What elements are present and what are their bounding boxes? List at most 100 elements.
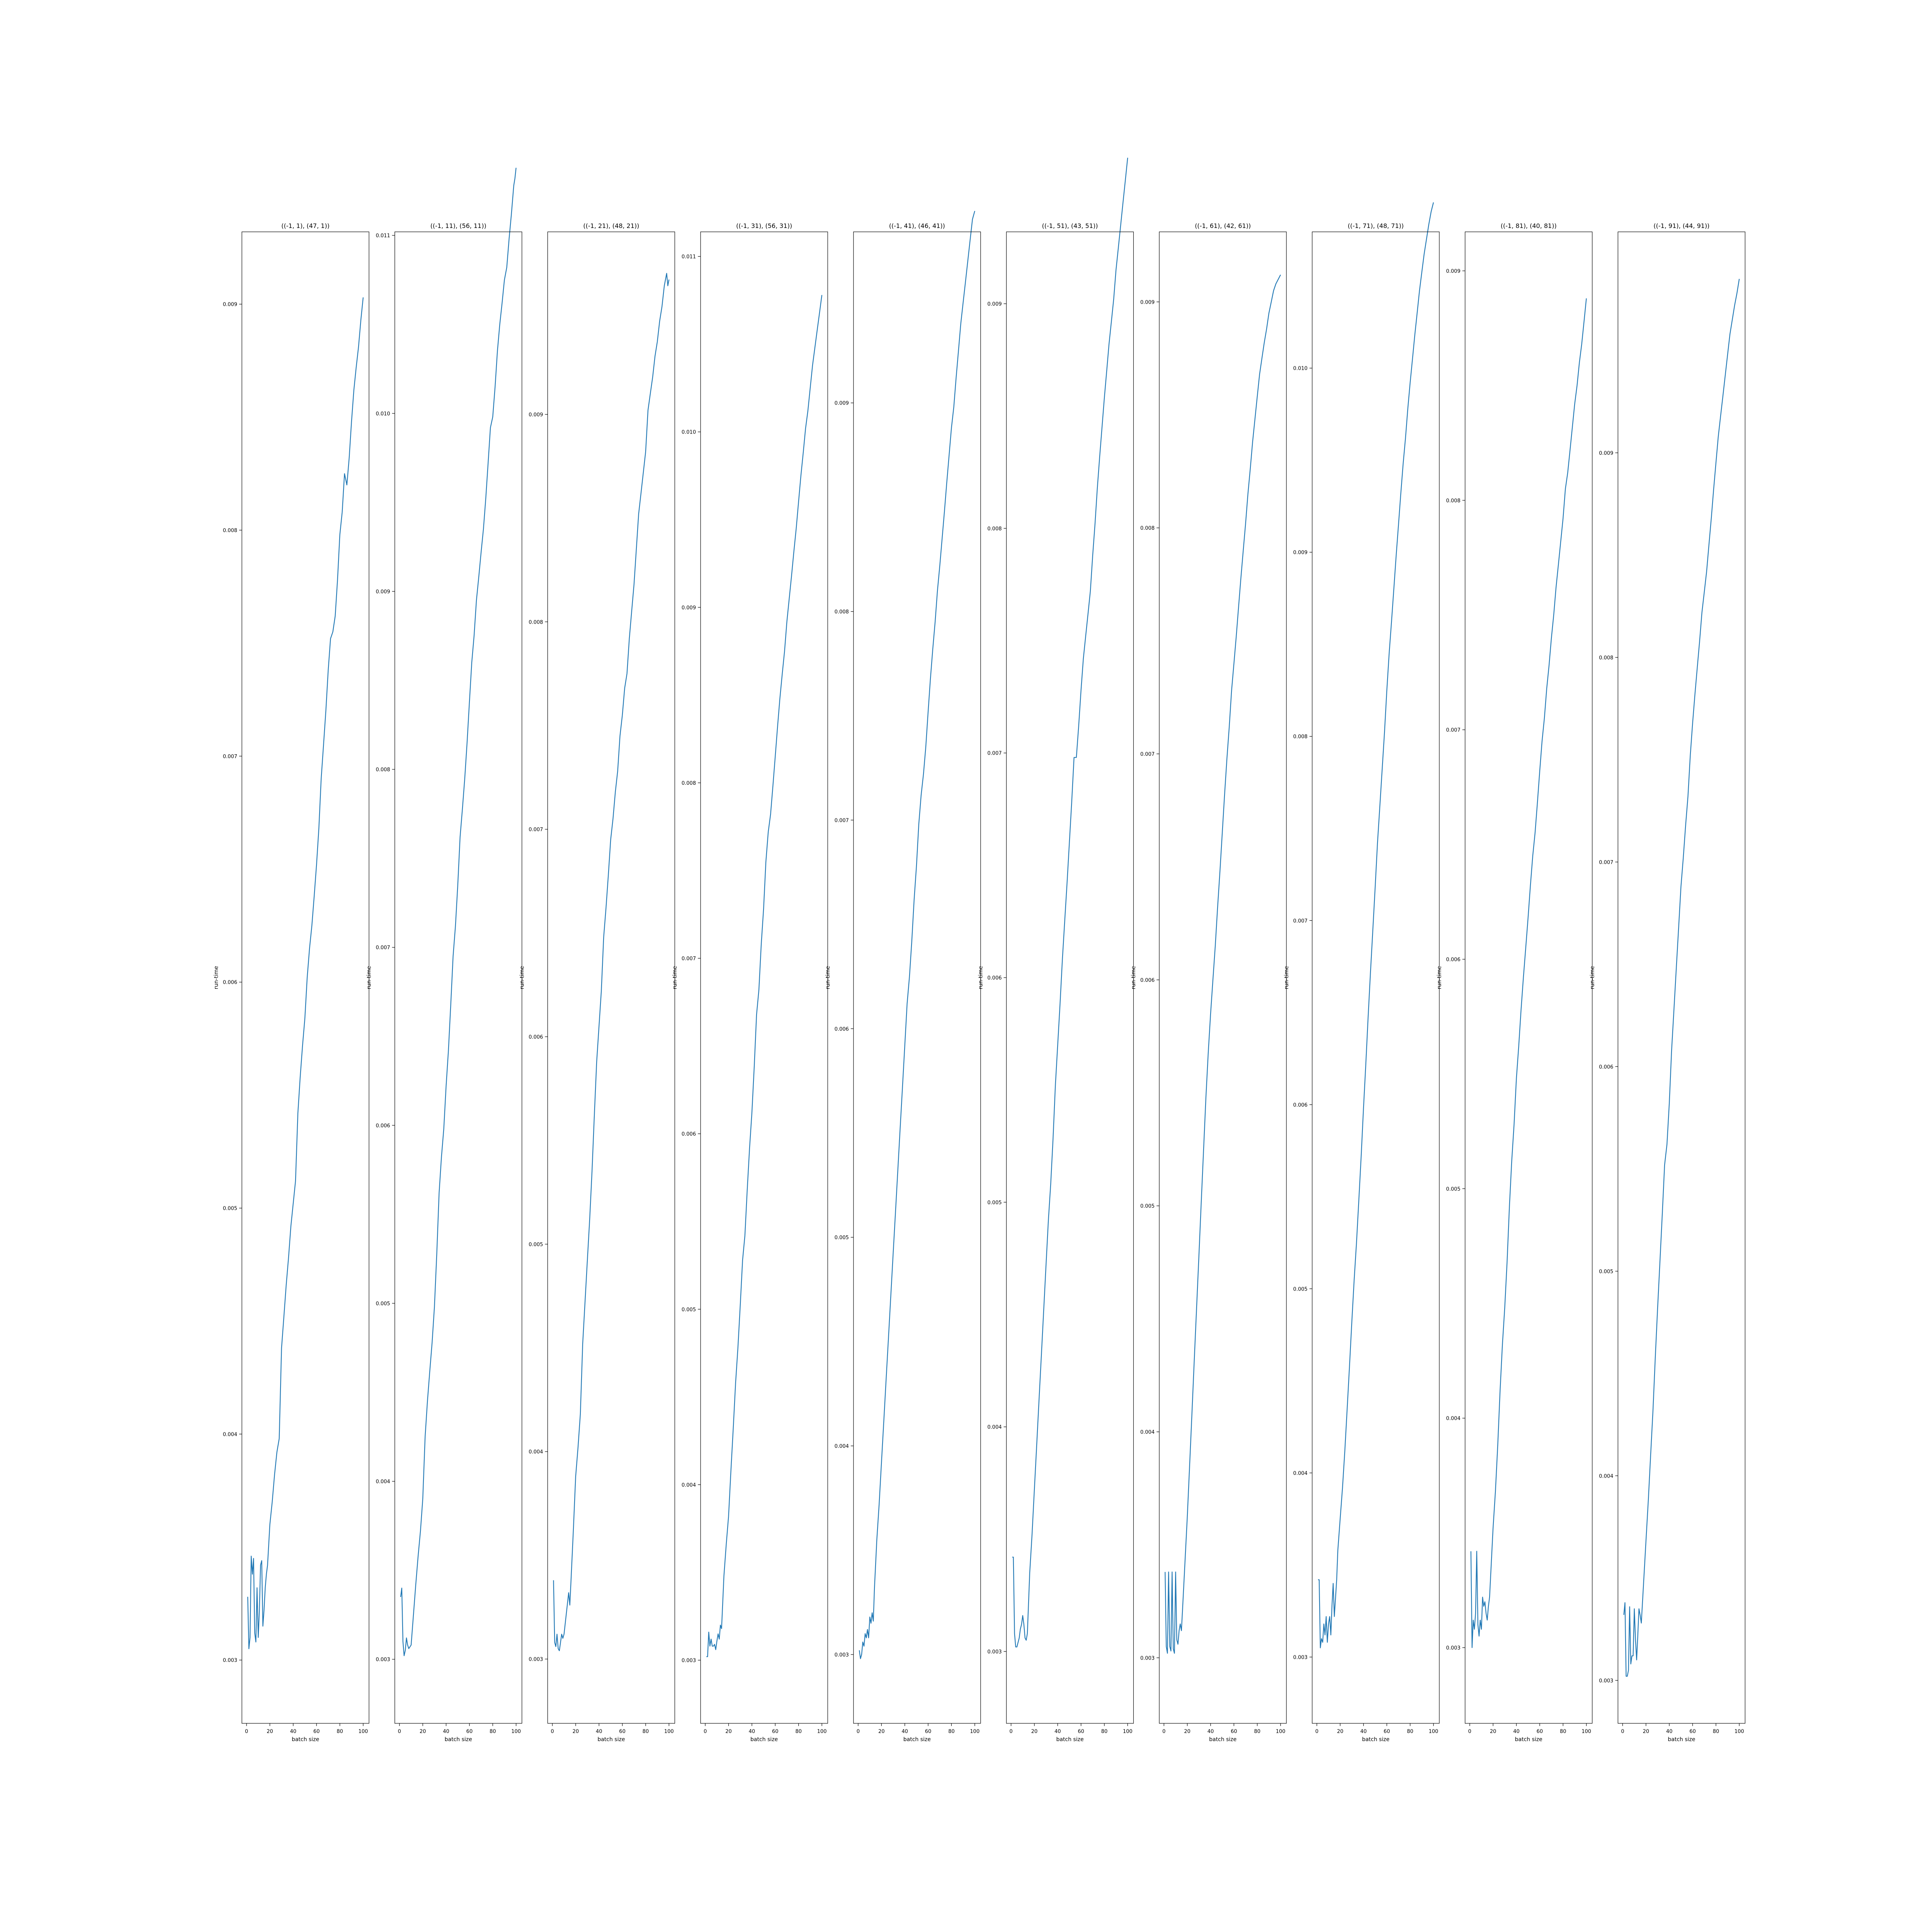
x-tick-label: 40 [1208, 1729, 1214, 1735]
subplot-2: ((-1, 11), (56, 11)) 0 20 40 60 80 100 0.003 0.0… [366, 168, 522, 1743]
x-tick-label: 80 [1713, 1729, 1719, 1735]
x-tick-label: 80 [1407, 1729, 1413, 1735]
y-tick-label: 0.008 [835, 609, 849, 615]
y-tick-label: 0.004 [223, 1432, 237, 1437]
x-tick-label: 40 [443, 1729, 449, 1735]
subplot-4: ((-1, 31), (56, 31)) 0 20 40 60 80 100 0.003 0.0… [672, 222, 828, 1743]
y-tick-label: 0.008 [529, 619, 543, 625]
y-tick-label: 0.006 [682, 1131, 696, 1137]
y-tick-label: 0.009 [682, 605, 696, 611]
y-tick-label: 0.005 [376, 1301, 390, 1307]
y-axis-label: run-time [1437, 966, 1443, 989]
y-tick-label: 0.007 [1599, 860, 1613, 866]
y-tick-label: 0.006 [1599, 1064, 1613, 1070]
y-tick-label: 0.009 [1140, 299, 1155, 305]
y-tick-label: 0.005 [529, 1242, 543, 1248]
y-tick-label: 0.009 [529, 412, 543, 418]
x-tick-label: 60 [925, 1729, 932, 1735]
x-tick-label: 100 [358, 1729, 368, 1735]
y-tick-label: 0.005 [1293, 1286, 1308, 1292]
subplot-title: ((-1, 51), (43, 51)) [1042, 222, 1098, 230]
axes-frame [1312, 231, 1440, 1724]
x-axis-label: batch size [1056, 1736, 1083, 1743]
y-tick-label: 0.003 [1293, 1655, 1308, 1660]
subplot-title: ((-1, 41), (46, 41)) [889, 222, 945, 230]
y-tick-label: 0.008 [1446, 498, 1460, 504]
y-tick-label: 0.009 [835, 401, 849, 406]
y-tick-label: 0.003 [1140, 1655, 1155, 1661]
y-tick-label: 0.009 [1446, 269, 1460, 274]
x-tick-label: 0 [551, 1729, 554, 1735]
subplot-title: ((-1, 31), (56, 31)) [736, 222, 792, 230]
x-tick-label: 60 [772, 1729, 779, 1735]
x-tick-label: 100 [1429, 1729, 1438, 1735]
x-axis-label: batch size [1515, 1736, 1543, 1743]
y-tick-label: 0.008 [682, 781, 696, 786]
y-tick-label: 0.006 [376, 1123, 390, 1129]
subplot-10: ((-1, 91), (44, 91)) 0 20 40 60 80 100 0.003 0.0… [1589, 222, 1745, 1743]
x-tick-label: 20 [420, 1729, 426, 1735]
y-tick-label: 0.004 [1446, 1416, 1460, 1422]
x-tick-label: 60 [1231, 1729, 1237, 1735]
y-tick-label: 0.011 [376, 233, 390, 239]
y-axis-label: run-time [825, 966, 831, 989]
subplot-title: ((-1, 91), (44, 91)) [1653, 222, 1709, 230]
series-line [1165, 274, 1281, 1654]
y-tick-label: 0.009 [1293, 550, 1308, 556]
y-tick-label: 0.007 [529, 827, 543, 833]
series-line [706, 295, 823, 1657]
x-axis-label: batch size [292, 1736, 319, 1743]
axes-frame [1159, 231, 1287, 1724]
y-tick-label: 0.007 [376, 945, 390, 951]
subplot-9: ((-1, 81), (40, 81)) 0 20 40 60 80 100 0.003 0.0… [1437, 222, 1593, 1743]
y-tick-label: 0.006 [1446, 957, 1460, 963]
y-axis-label: run-time [1589, 966, 1595, 989]
y-tick-label: 0.006 [1140, 978, 1155, 983]
y-tick-label: 0.004 [1140, 1430, 1155, 1435]
x-tick-label: 80 [490, 1729, 496, 1735]
y-tick-label: 0.003 [529, 1657, 543, 1663]
x-tick-label: 0 [1621, 1729, 1624, 1735]
x-axis-label: batch size [903, 1736, 931, 1743]
x-tick-label: 60 [1689, 1729, 1696, 1735]
y-tick-label: 0.005 [835, 1235, 849, 1241]
subplot-title: ((-1, 11), (56, 11)) [430, 222, 486, 230]
subplot-title: ((-1, 81), (40, 81)) [1501, 222, 1557, 230]
x-tick-label: 100 [664, 1729, 674, 1735]
y-tick-label: 0.004 [682, 1482, 696, 1488]
x-tick-label: 60 [1537, 1729, 1543, 1735]
y-tick-label: 0.004 [835, 1444, 849, 1449]
y-tick-label: 0.005 [987, 1200, 1002, 1206]
x-tick-label: 80 [1101, 1729, 1108, 1735]
y-tick-label: 0.005 [682, 1307, 696, 1313]
y-tick-label: 0.003 [1599, 1678, 1613, 1684]
x-tick-label: 20 [1184, 1729, 1190, 1735]
series-line [1012, 158, 1128, 1648]
y-tick-label: 0.008 [1599, 655, 1613, 661]
subplot-6: ((-1, 51), (43, 51)) 0 20 40 60 80 100 0.003 0.0… [978, 158, 1134, 1743]
y-tick-label: 0.007 [1140, 752, 1155, 757]
axes-frame [700, 231, 828, 1724]
series-line [400, 168, 517, 1656]
x-axis-label: batch size [597, 1736, 625, 1743]
x-tick-label: 60 [466, 1729, 473, 1735]
x-axis-label: batch size [1209, 1736, 1236, 1743]
x-tick-label: 20 [573, 1729, 579, 1735]
x-tick-label: 80 [337, 1729, 343, 1735]
y-tick-label: 0.003 [223, 1658, 237, 1663]
y-tick-label: 0.005 [1599, 1269, 1613, 1275]
subplot-title: ((-1, 61), (42, 61)) [1195, 222, 1251, 230]
x-tick-label: 20 [267, 1729, 273, 1735]
axes-frame [242, 231, 369, 1724]
y-tick-label: 0.003 [987, 1649, 1002, 1655]
x-tick-label: 100 [970, 1729, 980, 1735]
x-tick-label: 60 [1384, 1729, 1390, 1735]
y-tick-label: 0.008 [1293, 734, 1308, 740]
series-line [247, 297, 364, 1650]
y-tick-label: 0.010 [376, 411, 390, 417]
x-axis-label: batch size [1362, 1736, 1389, 1743]
series-line [859, 211, 975, 1659]
y-axis-label: run-time [1284, 966, 1290, 989]
x-tick-label: 0 [245, 1729, 248, 1735]
y-axis-label: run-time [1131, 966, 1137, 989]
